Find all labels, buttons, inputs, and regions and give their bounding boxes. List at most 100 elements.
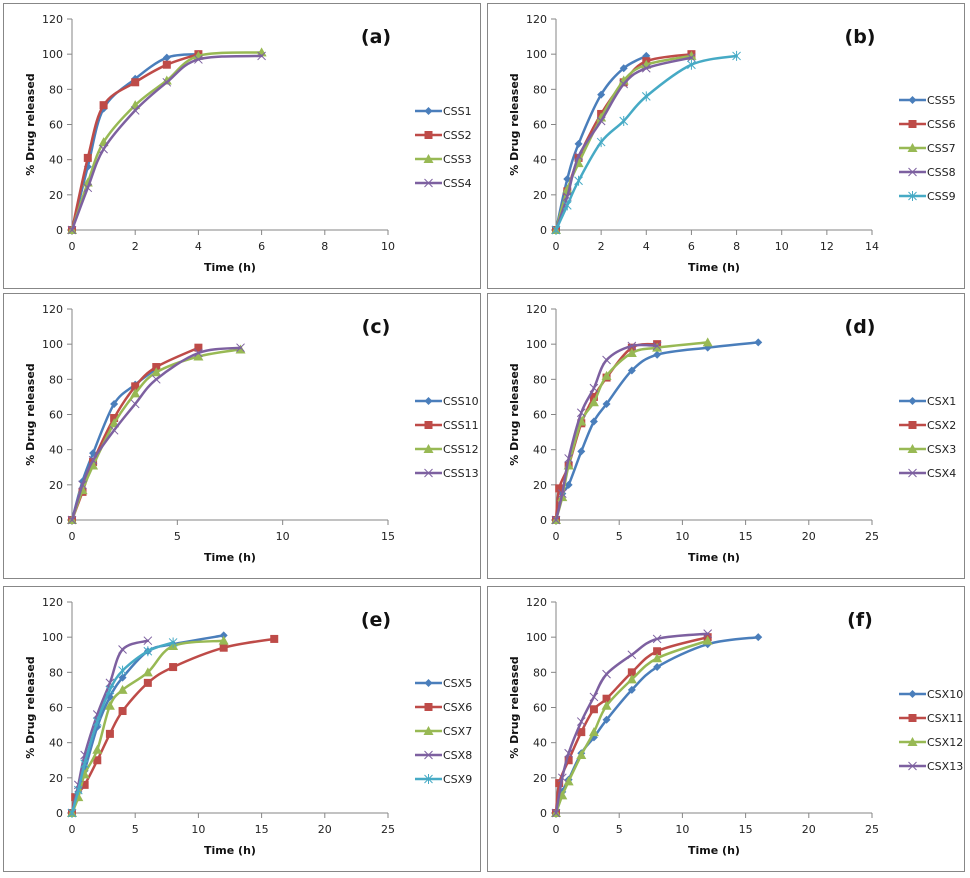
series-line: [70, 346, 200, 522]
data-point: [627, 685, 636, 694]
legend-label: CSS8: [927, 166, 956, 179]
data-point: [652, 634, 662, 644]
chart-panel-b: 0 20 40 60 80 100 120 0 2 4 6 8 10 12 14 Time (h) % Drug…: [487, 3, 965, 289]
legend-label: CSX7: [443, 725, 472, 738]
legend-marker: [424, 750, 433, 760]
legend-marker: [907, 143, 918, 152]
legend-marker: [424, 421, 433, 429]
data-point: [80, 780, 89, 789]
data-point: [83, 183, 93, 193]
x-tick-label: 14: [865, 240, 879, 253]
legend-marker: [424, 468, 433, 478]
data-point: [110, 399, 119, 408]
legend-item: CSS7: [899, 142, 956, 155]
series-css13: [67, 343, 245, 525]
series-csx2: [552, 340, 662, 524]
data-point: [754, 338, 763, 347]
legend-marker: [908, 761, 917, 771]
series-line: [554, 632, 709, 815]
y-tick-label: 120: [42, 596, 63, 609]
x-axis-title: Time (h): [204, 844, 256, 857]
legend-marker: [424, 774, 433, 784]
chart-panel-c: 0 20 40 60 80 100 120 0 5 10 15 Time (h) % Drug rele…: [3, 293, 481, 579]
data-point: [641, 63, 651, 73]
y-axis-title: % Drug released: [508, 656, 521, 758]
data-point: [194, 348, 203, 358]
series-csx7: [67, 635, 229, 817]
y-tick-label: 20: [533, 479, 547, 492]
x-tick-label: 20: [802, 530, 816, 543]
y-tick-label: 20: [533, 189, 547, 202]
y-tick-label: 20: [533, 772, 547, 785]
legend-item: CSS3: [415, 153, 472, 166]
data-point: [563, 776, 574, 786]
data-point: [194, 343, 203, 352]
y-tick-label: 120: [42, 13, 63, 26]
y-tick-label: 0: [540, 807, 547, 820]
legend-marker: [908, 690, 917, 698]
legend-label: CSS9: [927, 190, 956, 203]
x-tick-label: 5: [132, 823, 139, 836]
y-axis-title: % Drug released: [508, 73, 521, 175]
legend-marker: [908, 421, 917, 429]
series-csx1: [552, 338, 763, 524]
y-tick-label: 20: [49, 772, 63, 785]
data-point: [89, 449, 98, 458]
legend-item: CSS2: [415, 129, 472, 142]
data-point: [105, 684, 115, 695]
data-point: [555, 779, 564, 788]
x-tick-label: 15: [739, 530, 753, 543]
data-point: [627, 668, 636, 677]
data-point: [78, 480, 87, 490]
data-point: [653, 647, 662, 656]
data-point: [754, 633, 763, 642]
x-tick-label: 5: [616, 530, 623, 543]
x-tick-label: 25: [865, 530, 879, 543]
series-css11: [68, 343, 203, 524]
data-point: [219, 631, 228, 640]
legend-marker: [908, 191, 917, 201]
x-axis-title: Time (h): [688, 844, 740, 857]
data-point: [687, 53, 696, 63]
y-tick-label: 60: [49, 702, 63, 715]
y-tick-label: 0: [56, 514, 63, 527]
y-tick-label: 40: [533, 737, 547, 750]
panel-label: (e): [361, 609, 391, 631]
data-point: [564, 756, 573, 765]
y-tick-label: 40: [49, 444, 63, 457]
panel-label: (f): [847, 609, 873, 631]
data-point: [118, 707, 127, 716]
y-tick-label: 100: [526, 631, 547, 644]
x-tick-label: 4: [643, 240, 650, 253]
series-css9: [551, 50, 741, 235]
data-point: [564, 454, 573, 463]
legend-item: CSX3: [899, 443, 956, 456]
x-tick-label: 5: [616, 823, 623, 836]
data-point: [702, 337, 713, 347]
x-tick-label: 0: [553, 240, 560, 253]
data-point: [577, 447, 586, 456]
series-line: [70, 346, 242, 522]
chart-svg: 0 20 40 60 80 100 120 0 2 4 6 8 10 12 14 Time (h) % Drug…: [508, 13, 956, 274]
legend-marker: [908, 714, 917, 722]
series-csx11: [552, 633, 712, 817]
legend-label: CSS5: [927, 94, 956, 107]
chart-svg: 0 20 40 60 80 100 120 0 5 10 15 20 25 Time (h) % Drug …: [24, 596, 472, 857]
data-point: [596, 137, 606, 148]
x-tick-label: 2: [132, 240, 139, 253]
y-axis-title: % Drug released: [24, 363, 37, 465]
legend-label: CSS7: [927, 142, 956, 155]
data-point: [67, 515, 77, 525]
legend-item: CSX9: [415, 773, 472, 786]
legend-label: CSS11: [443, 419, 479, 432]
x-tick-label: 5: [174, 530, 181, 543]
legend-marker: [907, 444, 918, 453]
legend-label: CSS4: [443, 177, 472, 190]
data-point: [589, 383, 599, 393]
x-tick-label: 25: [381, 823, 395, 836]
legend-item: CSX4: [899, 467, 956, 480]
data-point: [117, 684, 128, 694]
data-point: [589, 692, 599, 702]
legend-marker: [424, 679, 433, 687]
legend-label: CSX6: [443, 701, 472, 714]
